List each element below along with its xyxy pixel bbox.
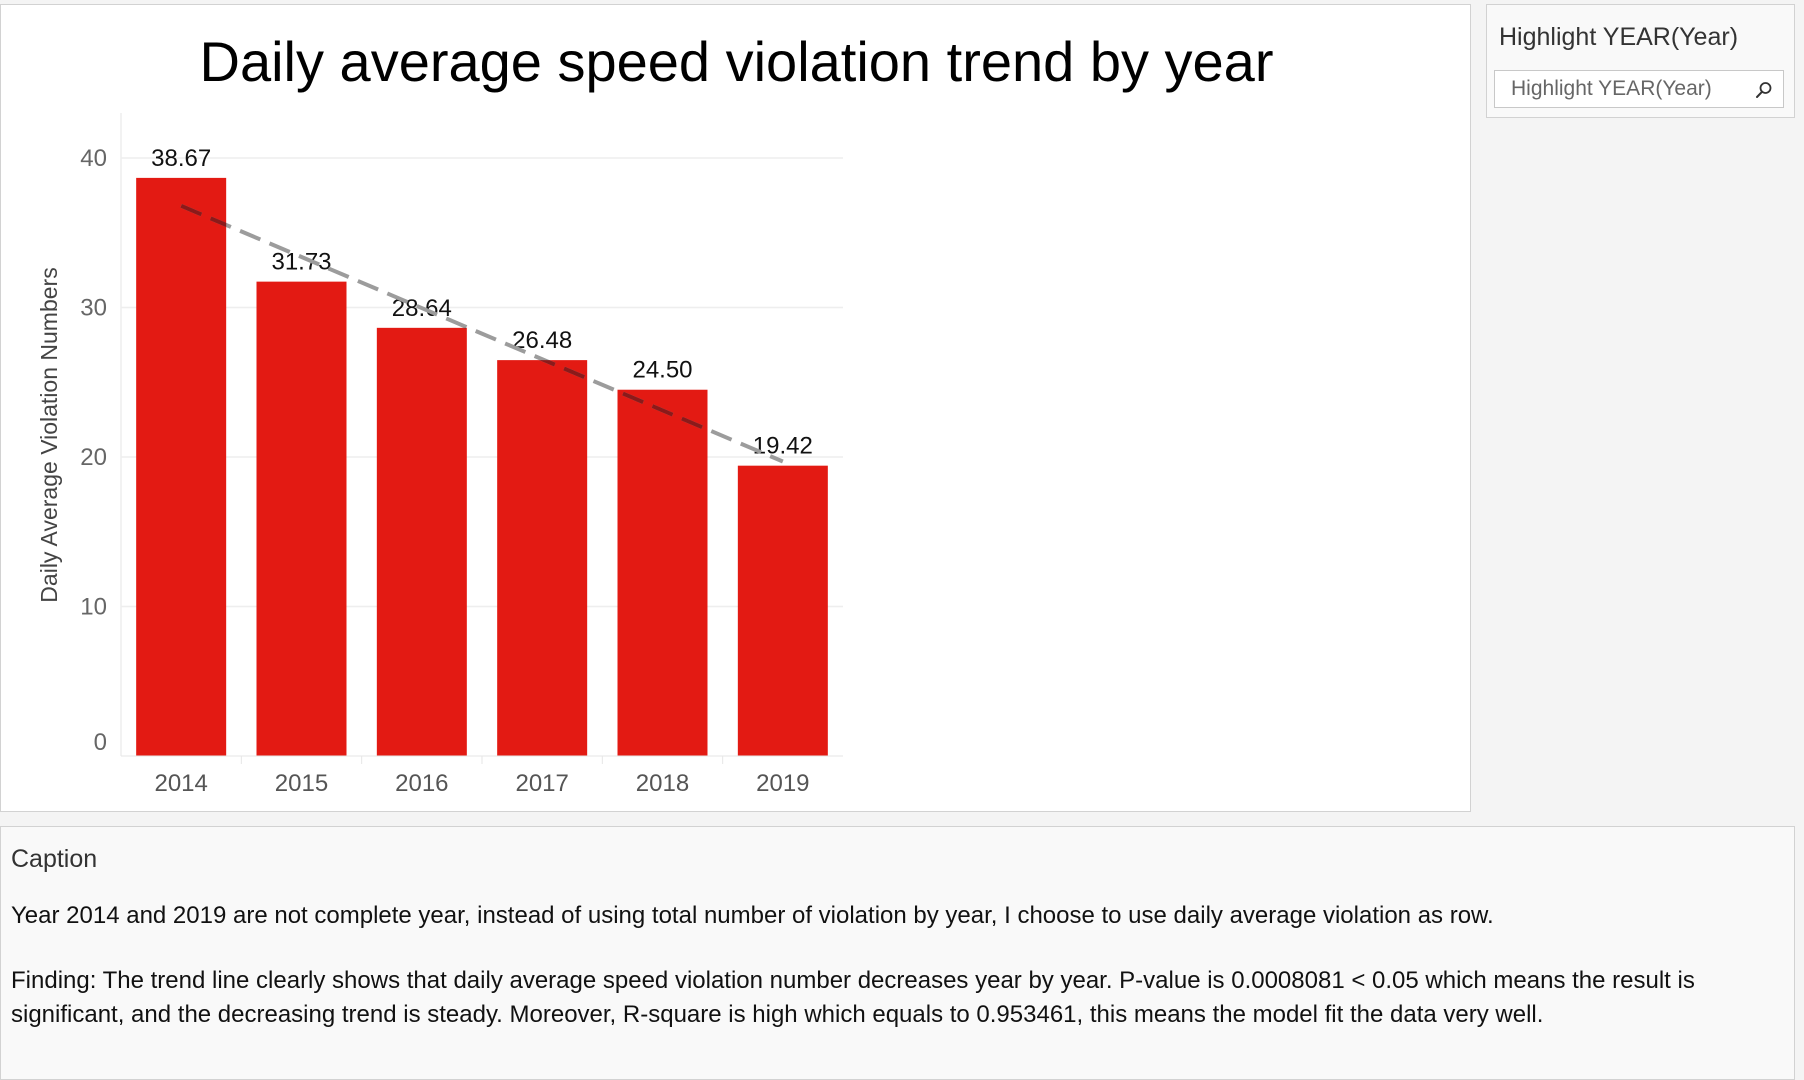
caption-pane: Caption Year 2014 and 2019 are not compl… (0, 826, 1795, 1080)
bar-2019 (737, 465, 828, 756)
x-tick-label-2017: 2017 (515, 770, 568, 797)
y-tick-label-20: 20 (80, 444, 107, 471)
bar-2015 (256, 281, 347, 756)
y-tick-label-10: 10 (80, 594, 107, 621)
y-tick-label-0: 0 (94, 729, 107, 756)
x-tick-label-2015: 2015 (275, 770, 328, 797)
highlight-search-input[interactable] (1494, 70, 1784, 108)
x-tick-label-2019: 2019 (756, 770, 809, 797)
bar-2018 (617, 389, 708, 756)
caption-title: Caption (11, 845, 98, 873)
y-tick-label-40: 40 (80, 145, 107, 172)
chart-pane: Daily average speed violation trend by y… (0, 4, 1471, 812)
y-tick-label-30: 30 (80, 295, 107, 322)
bar-chart: 0 10 20 30 40 Daily Average Violation Numbers… (36, 113, 843, 797)
data-label-2015: 31.73 (271, 249, 331, 276)
bar-2016 (376, 327, 467, 756)
x-tick-label-2014: 2014 (154, 770, 207, 797)
caption-paragraph-2: Finding: The trend line clearly shows th… (11, 967, 1695, 1028)
highlight-filter: Highlight YEAR(Year) (1486, 4, 1795, 118)
data-label-2019: 19.42 (753, 433, 813, 460)
data-label-2014: 38.67 (151, 145, 211, 172)
caption-paragraph-1: Year 2014 and 2019 are not complete year… (11, 902, 1494, 929)
bar-2014 (136, 177, 227, 757)
filter-title: Highlight YEAR(Year) (1499, 23, 1739, 51)
x-tick-label-2018: 2018 (636, 770, 689, 797)
bar-2017 (497, 360, 588, 756)
data-label-2018: 24.50 (632, 357, 692, 384)
y-axis-title: Daily Average Violation Numbers (36, 267, 62, 602)
chart-title: Daily average speed violation trend by y… (199, 30, 1274, 93)
search-icon[interactable] (1755, 81, 1773, 99)
x-tick-label-2016: 2016 (395, 770, 448, 797)
